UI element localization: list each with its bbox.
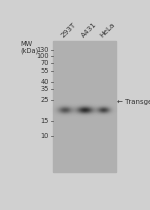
Text: 293T: 293T (60, 22, 77, 39)
Text: MW
(kDa): MW (kDa) (20, 41, 38, 54)
Bar (53, 41, 116, 172)
Text: 100: 100 (36, 53, 49, 59)
Text: HeLa: HeLa (99, 22, 116, 39)
Text: A431: A431 (80, 21, 98, 39)
Text: 70: 70 (40, 60, 49, 66)
Text: 10: 10 (41, 133, 49, 139)
Text: ← Transgelin2: ← Transgelin2 (117, 99, 150, 105)
Text: 35: 35 (41, 86, 49, 92)
Text: 40: 40 (40, 79, 49, 85)
Text: 55: 55 (40, 68, 49, 74)
Text: 25: 25 (40, 97, 49, 103)
Text: 130: 130 (36, 47, 49, 53)
Text: 15: 15 (41, 118, 49, 124)
